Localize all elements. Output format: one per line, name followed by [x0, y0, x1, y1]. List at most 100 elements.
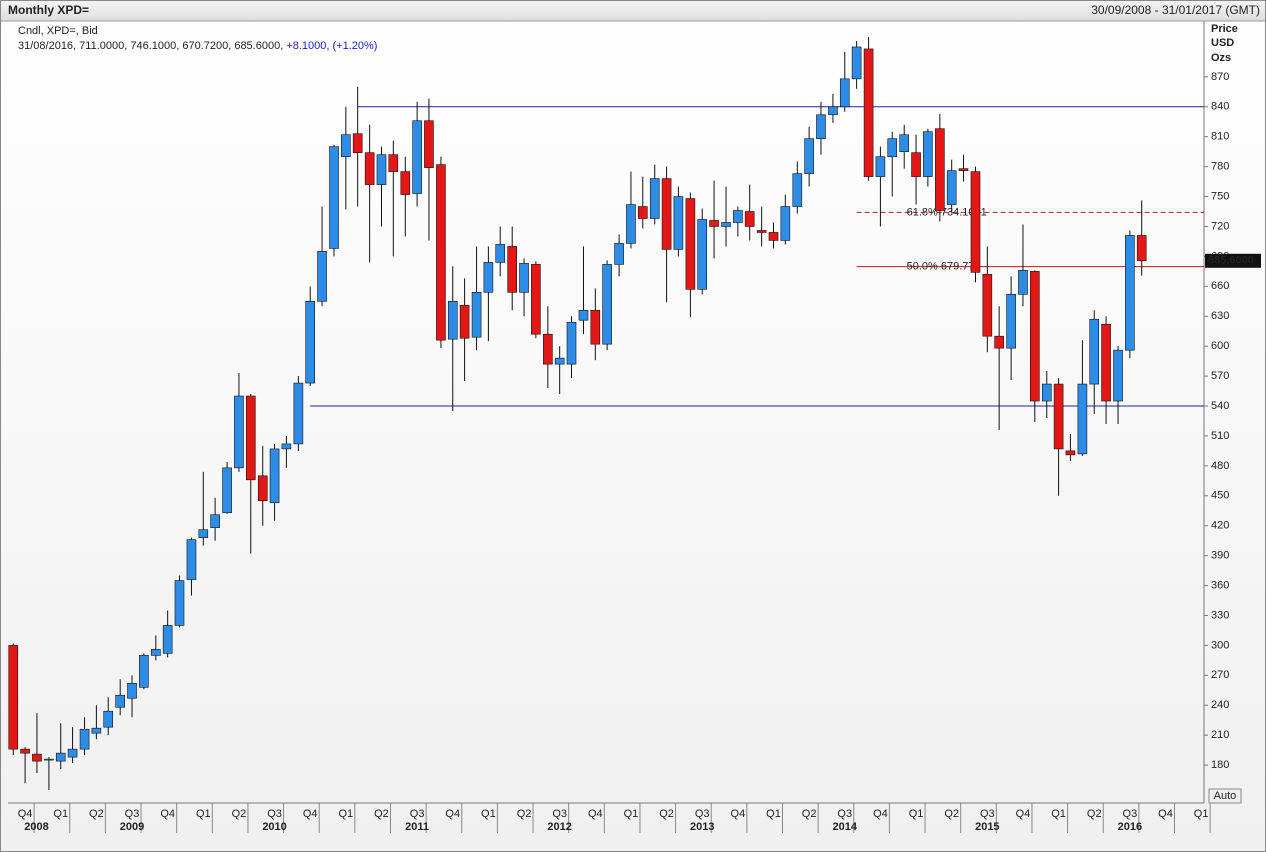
candle-body	[305, 300, 316, 384]
year-label: 2016	[1118, 821, 1142, 833]
candle-body	[1018, 270, 1028, 295]
auto-button-label[interactable]: Auto	[1214, 790, 1237, 802]
candle-body	[91, 727, 102, 734]
info-change: +8.1000, (+1.20%)	[286, 40, 377, 52]
y-tick-label: 600	[1211, 340, 1229, 352]
candle-body	[1077, 383, 1088, 455]
x-tick-label: Q2	[374, 808, 389, 820]
info-values: 31/08/2016, 711.0000, 746.1000, 670.7200…	[18, 40, 377, 52]
auto-button[interactable]	[1208, 788, 1242, 804]
x-tick-label: Q3	[552, 808, 567, 820]
candle-body	[804, 138, 814, 174]
y-tick-label: 420	[1211, 520, 1229, 532]
candle-body	[851, 46, 862, 80]
candle-body	[222, 467, 232, 514]
candle-body	[614, 243, 624, 265]
candle-body	[139, 655, 149, 688]
candle-body	[626, 204, 636, 244]
candle-body	[946, 170, 957, 205]
y-tick-label: 840	[1211, 101, 1229, 113]
candle-body	[32, 753, 42, 762]
info-title: Cndl, XPD=, Bid	[18, 25, 98, 37]
candle-body	[151, 649, 161, 656]
candle-body	[780, 206, 791, 241]
candle-body	[1101, 323, 1111, 402]
y-axis-label: Price	[1211, 23, 1238, 35]
candle-body	[210, 514, 220, 529]
y-tick-label: 570	[1211, 370, 1229, 382]
candle-body	[828, 106, 838, 116]
x-tick-label: Q4	[873, 808, 888, 820]
candle-body	[1089, 318, 1100, 385]
candle-body	[174, 580, 185, 626]
candle-body	[1041, 383, 1052, 402]
y-tick-label: 360	[1211, 579, 1229, 591]
candle-body	[20, 748, 30, 754]
candle-body	[744, 211, 755, 227]
candle-body	[115, 694, 125, 708]
candle-body	[1125, 235, 1135, 351]
y-tick-label: 240	[1211, 699, 1229, 711]
candle-body	[519, 263, 529, 293]
candle-body	[923, 131, 933, 177]
candle-body	[103, 710, 114, 728]
candle-body	[293, 382, 304, 445]
x-tick-label: Q3	[695, 808, 710, 820]
candle-body	[364, 152, 375, 185]
line-label: 61.8% 734.1081	[907, 206, 987, 218]
candle-body	[602, 264, 612, 345]
y-tick-label: 450	[1211, 490, 1229, 502]
candle-body	[733, 210, 743, 223]
candle-body	[1053, 383, 1064, 450]
candle-body	[127, 683, 137, 699]
candle-body	[721, 222, 731, 227]
candle-body	[352, 133, 363, 153]
x-tick-label: Q2	[659, 808, 674, 820]
candle-body	[768, 232, 779, 241]
x-tick-label: Q3	[410, 808, 425, 820]
x-tick-label: Q4	[303, 808, 318, 820]
y-tick-label: 270	[1211, 669, 1229, 681]
x-tick-label: Q4	[160, 808, 175, 820]
x-tick-label: Q2	[517, 808, 532, 820]
x-tick-label: Q1	[53, 808, 68, 820]
x-tick-label: Q3	[125, 808, 140, 820]
last-price-label: 685.6000	[1208, 255, 1254, 267]
candle-body	[685, 198, 696, 290]
x-tick-label: Q3	[1123, 808, 1138, 820]
candle-body	[554, 357, 565, 365]
x-tick-label: Q4	[1158, 808, 1173, 820]
y-axis-label: Ozs	[1211, 52, 1231, 64]
last-price-tag	[1205, 253, 1261, 268]
year-label: 2011	[405, 821, 429, 833]
candle-body	[317, 251, 327, 302]
candle-body	[816, 114, 826, 139]
x-tick-label: Q4	[445, 808, 460, 820]
x-tick-label: Q4	[18, 808, 33, 820]
y-tick-label: 780	[1211, 161, 1229, 173]
y-tick-label: 870	[1211, 71, 1229, 83]
candle-body	[400, 171, 411, 195]
y-tick-label: 510	[1211, 430, 1229, 442]
year-label: 2012	[547, 821, 571, 833]
candle-body	[198, 529, 209, 538]
x-tick-label: Q1	[339, 808, 354, 820]
year-label: 2014	[833, 821, 858, 833]
y-tick-label: 300	[1211, 639, 1229, 651]
candle-body	[245, 395, 256, 481]
candle-body	[436, 164, 446, 341]
y-tick-label: 330	[1211, 609, 1229, 621]
candle-body	[531, 264, 541, 335]
year-label: 2015	[975, 821, 999, 833]
x-tick-label: Q2	[1087, 808, 1102, 820]
candle-body	[709, 220, 719, 227]
header-bar	[0, 0, 1266, 21]
candle-body	[935, 128, 945, 211]
year-label: 2009	[120, 821, 144, 833]
candle-body	[459, 304, 470, 339]
candle-body	[982, 274, 993, 337]
candle-body	[1029, 271, 1040, 402]
candle-body	[566, 321, 577, 365]
